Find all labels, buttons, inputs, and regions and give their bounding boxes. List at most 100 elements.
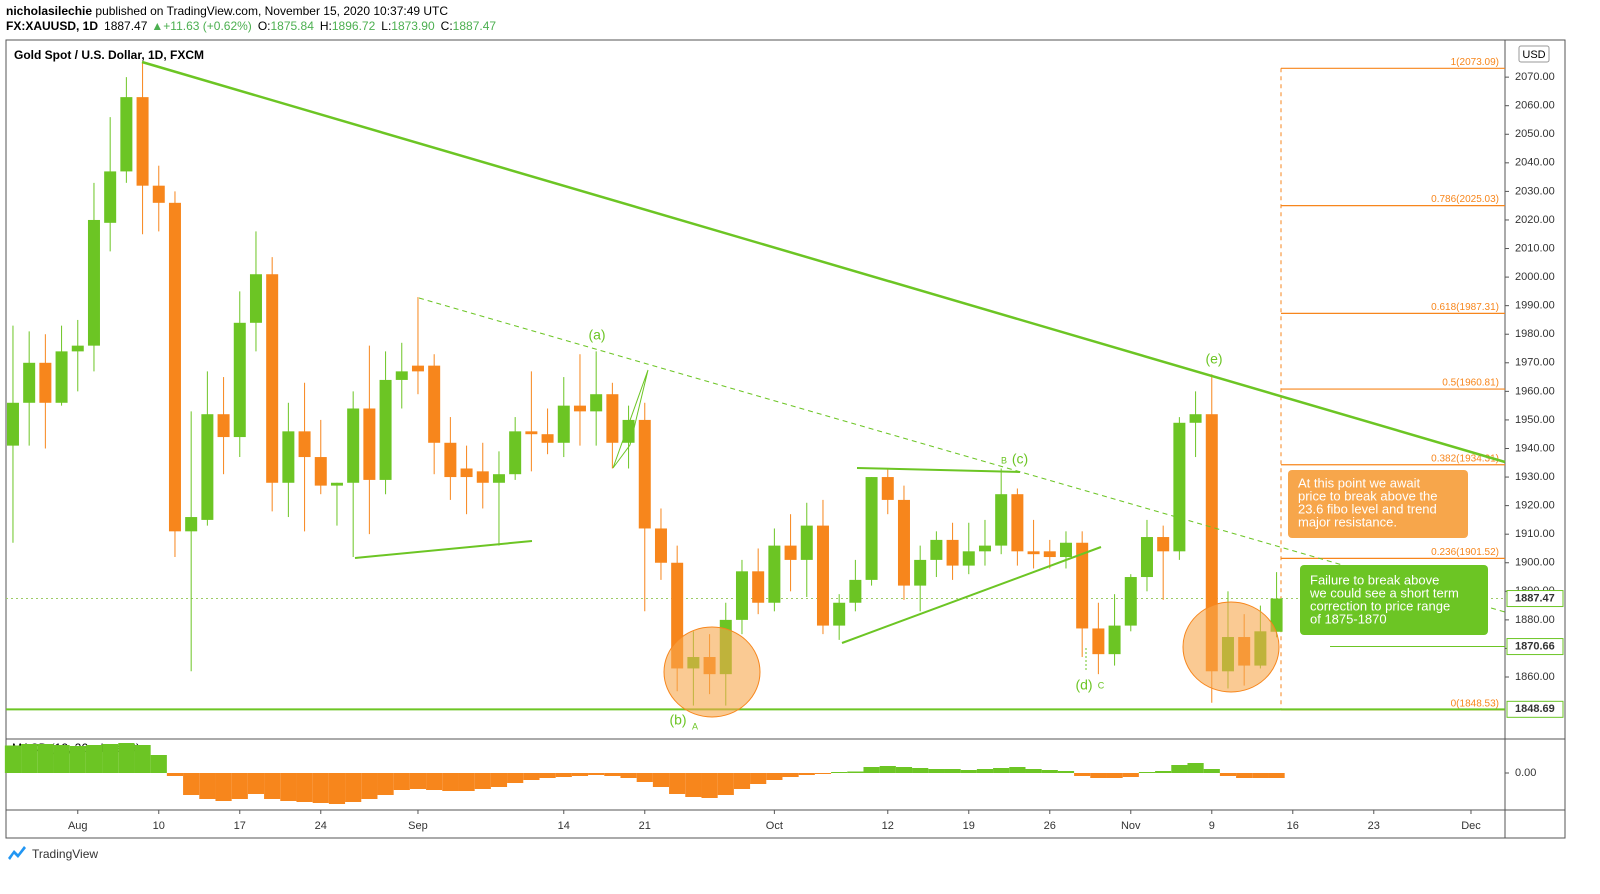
macd-bar (1155, 771, 1172, 773)
trend-line-dashed (418, 297, 1506, 613)
x-tick-label: 23 (1368, 820, 1380, 832)
y-tick-label: 1960.00 (1515, 385, 1555, 397)
x-tick-label: 9 (1209, 820, 1215, 832)
macd-bar (409, 773, 427, 789)
macd-bar (377, 773, 394, 795)
candle-body (752, 571, 765, 603)
candle-body (39, 362, 52, 403)
candle-body (638, 419, 651, 529)
candle-body (55, 351, 68, 403)
callout-line: 23.6 fibo level and trend (1298, 501, 1437, 516)
price-marker-box (1506, 590, 1564, 608)
macd-bar (1187, 763, 1204, 773)
macd-bar (231, 773, 248, 799)
macd-bar (1171, 765, 1188, 773)
ohlc-value: 1896.72 (332, 19, 376, 33)
change-arrow: ▲ (151, 19, 163, 33)
macd-bar (1268, 773, 1285, 778)
candle-body (201, 414, 214, 520)
wave-label: A (692, 721, 698, 731)
macd-bar (4, 745, 22, 773)
callout-line: we could see a short term (1309, 585, 1459, 600)
x-tick-label: 12 (882, 820, 894, 832)
y-tick-label: 1990.00 (1515, 300, 1555, 312)
y-tick-label: 1860.00 (1515, 671, 1555, 683)
macd-bar (879, 766, 896, 773)
candle-body (654, 528, 667, 563)
macd-bar (960, 770, 977, 773)
currency-box (1518, 45, 1550, 63)
candle-body (946, 539, 959, 566)
candle-body (87, 219, 100, 346)
currency: USD (1522, 49, 1545, 61)
candle-body (914, 559, 927, 586)
x-tick-label: 19 (963, 820, 975, 832)
x-tick-label: Sep (408, 820, 428, 832)
macd-bar (555, 773, 572, 777)
candle-body (525, 431, 538, 435)
chart-title: Gold Spot / U.S. Dollar, 1D, FXCM (14, 48, 204, 62)
ohlc-label: C: (441, 19, 453, 33)
fib-label: 1(2073.09) (1451, 57, 1499, 68)
ohlc-value: 1873.90 (391, 19, 435, 33)
symbol-line: FX:XAUUSD, 1D 1887.47 ▲+11.63 (+0.62%) O:18… (6, 19, 496, 33)
fib-label: 0.5(1960.81) (1442, 378, 1499, 389)
macd-bar (1041, 770, 1058, 773)
x-tick-label: Aug (68, 820, 88, 832)
candle-body (833, 602, 846, 626)
macd-bar (1219, 773, 1237, 776)
macd-bar (296, 773, 313, 802)
candle-body (476, 471, 489, 483)
macd-bar (928, 769, 945, 773)
callout-line: At this point we await (1298, 475, 1421, 490)
published: published on TradingView.com, November 1… (95, 4, 448, 18)
candle-body (314, 457, 327, 486)
macd-bar (944, 769, 961, 773)
y-tick-label: 1900.00 (1515, 557, 1555, 569)
wave-label: C (1098, 680, 1105, 690)
macd-bar (782, 773, 799, 777)
candle-body (1124, 577, 1137, 626)
macd-bar (1236, 773, 1253, 778)
macd-bar (280, 773, 297, 801)
candle-body (978, 545, 991, 552)
candle-body (573, 405, 586, 412)
fib-label: 0.382(1934.31) (1431, 453, 1499, 464)
candle-body (6, 402, 19, 446)
macd-bar (426, 773, 443, 790)
candle-body (330, 482, 343, 486)
y-tick-label: 1910.00 (1515, 528, 1555, 540)
candle-body (1157, 537, 1170, 552)
callout-line: of 1875-1870 (1310, 611, 1387, 626)
macd-bar (247, 773, 265, 794)
wave-label: (c) (1012, 451, 1028, 467)
candle-body (23, 362, 36, 403)
highlight-circle (663, 626, 761, 718)
macd-bar (102, 744, 119, 773)
wave-label: (a) (588, 327, 605, 343)
macd-bar (669, 773, 686, 794)
trend-line (354, 540, 533, 559)
x-tick-label: 16 (1287, 820, 1299, 832)
macd-bar (264, 773, 281, 799)
macd-bar (766, 773, 783, 780)
macd-bar (652, 773, 670, 787)
candle-body (1092, 628, 1105, 655)
candle-body (557, 405, 570, 443)
macd-bar (1122, 773, 1139, 777)
macd-bar (798, 773, 815, 775)
x-tick-label: 10 (153, 820, 165, 832)
wave-labels: (a) (b) A B (c) (d) C (e) (588, 327, 1222, 732)
candle-body (1076, 542, 1089, 629)
macd-bar (588, 773, 605, 775)
candle-body (1027, 551, 1040, 555)
macd-bar (1252, 773, 1269, 778)
x-tick-label: 24 (315, 820, 327, 832)
macd-bar (895, 767, 913, 773)
ohlc-label: O: (258, 19, 271, 33)
price-marker-box (1506, 700, 1564, 718)
candle-body (1140, 537, 1153, 578)
y-tick-label: 2030.00 (1515, 185, 1555, 197)
macd-bar (831, 772, 848, 773)
